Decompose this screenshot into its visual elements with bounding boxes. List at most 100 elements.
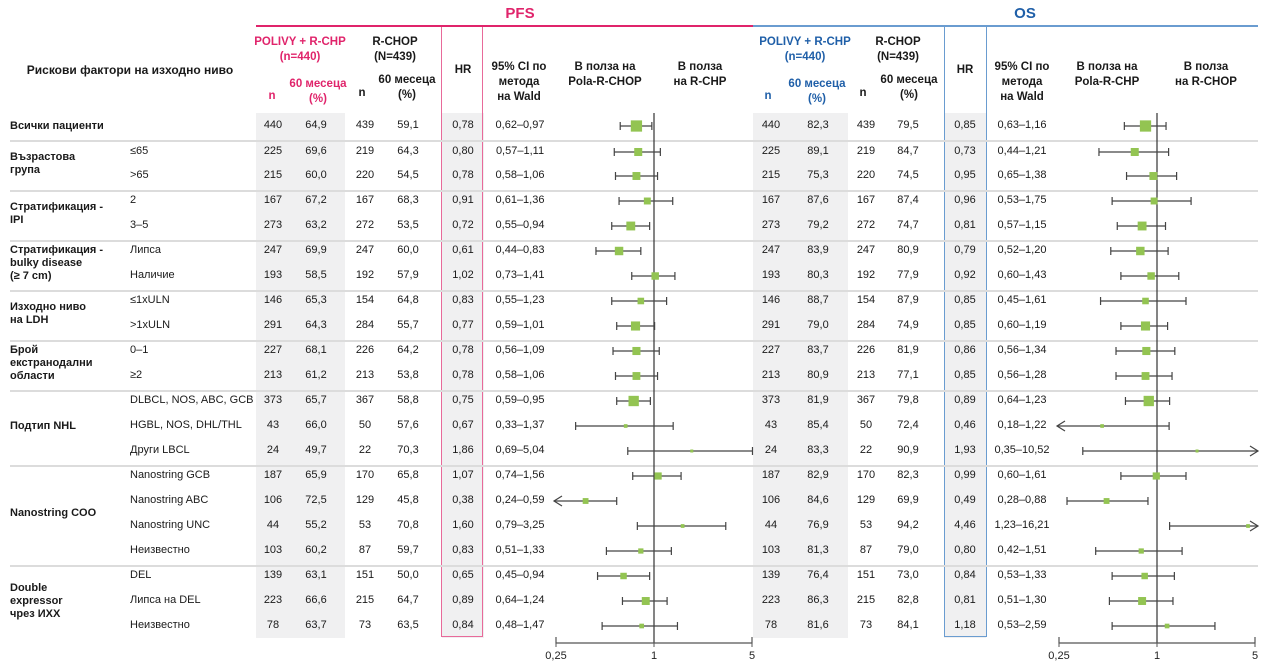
os-arm1-pct: 83,3 xyxy=(807,444,829,456)
os-arm1-pct: 76,9 xyxy=(807,519,829,531)
pfs-arm2-pct: 65,8 xyxy=(397,469,419,481)
os-hr-value: 0,99 xyxy=(954,469,976,481)
subgroup-label: DEL xyxy=(130,569,152,581)
os-arm1-n: 167 xyxy=(761,194,781,206)
os-arm2-pct: 84,7 xyxy=(897,145,919,157)
os-arm1-pct: 87,6 xyxy=(807,194,829,206)
pfs-ci-value: 0,55–1,23 xyxy=(495,294,545,306)
pfs-arm1-header: POLIVY + R-CHP (n=440) xyxy=(254,36,346,63)
os-arm2-pct: 79,8 xyxy=(897,394,919,406)
pfs-hr-marker xyxy=(620,572,627,580)
pfs-arm2-n: 170 xyxy=(355,469,375,481)
pfs-arm2-pct: 57,9 xyxy=(397,269,419,281)
pfs-tick-label: 0,25 xyxy=(545,650,566,662)
os-arm1-n: 215 xyxy=(761,169,781,181)
subgroup-label: Неизвестно xyxy=(130,619,190,631)
pfs-arm2-n: 73 xyxy=(358,619,372,631)
os-section-title: OS xyxy=(1014,5,1036,22)
os-arm2-n: 284 xyxy=(856,319,876,331)
pfs-arm1-n: 373 xyxy=(263,394,283,406)
pfs-hr-marker xyxy=(628,395,639,407)
pfs-hr-marker xyxy=(632,346,641,356)
pfs-hr-value: 1,86 xyxy=(452,444,474,456)
subgroup-label: Неизвестно xyxy=(130,544,190,556)
group-label-line: Изходно ниво xyxy=(10,300,86,313)
group-label-line: екстранодални xyxy=(10,357,93,369)
pfs-ci-value: 0,64–1,24 xyxy=(495,594,545,606)
pfs-arm2-pct: 59,1 xyxy=(397,119,419,131)
group-label-line: на LDH xyxy=(10,313,49,326)
os-arm1-n: 78 xyxy=(764,619,778,631)
pfs-hr-marker xyxy=(690,449,694,453)
pfs-arm2-n-header: n xyxy=(358,87,366,99)
os-hr-marker xyxy=(1141,572,1148,580)
pfs-arm1-pct: 60,2 xyxy=(305,544,327,556)
os-arm2-n: 154 xyxy=(856,294,876,306)
os-arm2-pct: 90,9 xyxy=(897,444,919,456)
os-ci-value: 0,53–1,75 xyxy=(997,194,1047,206)
pfs-arm1-n-header: n xyxy=(268,90,276,102)
os-arm2-60m-header: 60 месеца (%) xyxy=(880,74,938,101)
os-arm1-pct: 79,2 xyxy=(807,219,829,231)
pfs-arm2-pct: 59,7 xyxy=(397,544,419,556)
os-arm1-pct: 84,6 xyxy=(807,494,829,506)
pfs-arm1-pct: 69,9 xyxy=(305,244,327,256)
os-ci-value: 0,60–1,61 xyxy=(997,469,1047,481)
pfs-arm2-n: 154 xyxy=(355,294,375,306)
os-arm1-pct: 88,7 xyxy=(807,294,829,306)
pfs-arm1-n: 139 xyxy=(263,569,283,581)
pfs-arm1-pct: 64,3 xyxy=(305,319,327,331)
subgroup-label: ≥2 xyxy=(130,369,143,381)
pfs-hr-marker xyxy=(630,321,641,331)
os-arm2-n: 439 xyxy=(856,119,876,131)
pfs-arm1-pct: 63,2 xyxy=(305,219,327,231)
pfs-hr-marker xyxy=(680,524,685,528)
pfs-hr-value: 0,78 xyxy=(452,119,474,131)
pfs-arrow-left-icon xyxy=(552,495,563,507)
os-arm2-pct: 77,9 xyxy=(897,269,919,281)
pfs-ci-value: 0,57–1,11 xyxy=(495,145,545,157)
os-arm1-n: 106 xyxy=(761,494,781,506)
pfs-arm1-pct: 58,5 xyxy=(305,269,327,281)
subgroup-label: >65 xyxy=(130,169,149,181)
pfs-arm2-n: 220 xyxy=(355,169,375,181)
os-arm2-pct: 74,9 xyxy=(897,319,919,331)
pfs-arm1-n: 193 xyxy=(263,269,283,281)
pfs-ci-value: 0,69–5,04 xyxy=(495,444,545,456)
pfs-section-title: PFS xyxy=(505,5,535,22)
os-arm1-pct: 75,3 xyxy=(807,169,829,181)
pfs-ci-value: 0,33–1,37 xyxy=(495,419,545,431)
os-arm2-pct: 74,7 xyxy=(897,219,919,231)
pfs-arm1-60m-header: 60 месеца (%) xyxy=(289,78,347,105)
pfs-arm1-n: 167 xyxy=(263,194,283,206)
os-favor-left-label: В полза на Pola-R-CHP xyxy=(1074,61,1140,88)
pfs-arm2-n: 219 xyxy=(355,145,375,157)
pfs-arm1-n: 273 xyxy=(263,219,283,231)
pfs-hr-marker xyxy=(641,597,650,605)
pfs-arm2-pct: 57,6 xyxy=(397,419,419,431)
pfs-ci-value: 0,61–1,36 xyxy=(495,194,545,206)
os-arm2-pct: 72,4 xyxy=(897,419,919,431)
os-arm1-n: 103 xyxy=(761,544,781,556)
pfs-hr-marker xyxy=(632,172,641,180)
pfs-arm1-pct: 63,1 xyxy=(305,569,327,581)
group-label-line: области xyxy=(10,370,55,382)
pfs-arm1-pct: 67,2 xyxy=(305,194,327,206)
os-arm2-n: 151 xyxy=(856,569,876,581)
os-arm2-n: 226 xyxy=(856,344,876,356)
pfs-hr-value: 0,78 xyxy=(452,169,474,181)
pfs-hr-value: 0,61 xyxy=(452,244,474,256)
os-arm2-n: 213 xyxy=(856,369,876,381)
pfs-arm2-pct: 45,8 xyxy=(397,494,419,506)
pfs-arm2-n: 272 xyxy=(355,219,375,231)
pfs-header-rule xyxy=(256,25,753,27)
pfs-hr-marker xyxy=(637,297,645,305)
os-arm1-n: 139 xyxy=(761,569,781,581)
subgroup-label: 0–1 xyxy=(130,344,149,356)
os-arm2-pct: 82,8 xyxy=(897,594,919,606)
os-ci-value: 0,18–1,22 xyxy=(997,419,1047,431)
os-arm1-pct: 81,3 xyxy=(807,544,829,556)
pfs-hr-marker xyxy=(651,272,659,280)
os-hr-value: 0,86 xyxy=(954,344,976,356)
os-hr-value: 0,81 xyxy=(954,594,976,606)
